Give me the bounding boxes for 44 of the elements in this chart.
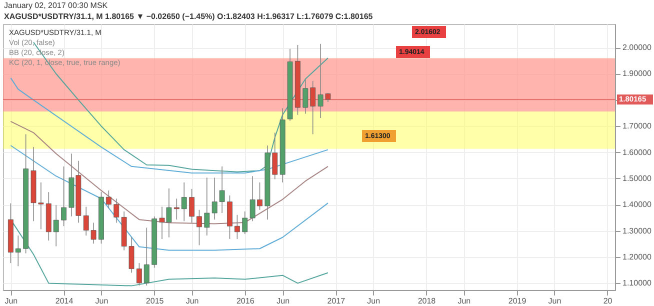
line-series — [10, 144, 328, 251]
x-tick-label: 2016 — [236, 296, 255, 306]
y-tick-label: 1.30000 — [622, 226, 652, 236]
candlestick — [242, 211, 248, 234]
x-tick-label: 2015 — [146, 296, 164, 306]
y-tick-label: 1.20000 — [622, 252, 652, 262]
line-series — [33, 42, 328, 172]
x-tick-label: 2019 — [508, 296, 527, 306]
candlestick — [196, 209, 202, 246]
x-tick-label: Jun — [367, 296, 380, 306]
text: January 02, 2017 00:30 MSK — [4, 0, 109, 11]
candlestick — [136, 262, 142, 286]
x-tick-label: Jun — [186, 296, 199, 306]
candlestick — [181, 182, 187, 222]
x-tick-label: 2018 — [418, 296, 436, 306]
x-tick-label: Jun — [548, 296, 562, 306]
candlestick — [61, 166, 66, 227]
y-tick-label: 1.40000 — [622, 200, 652, 210]
candlestick — [174, 198, 180, 220]
y-tick-label: 1.70000 — [622, 122, 652, 131]
line-series — [10, 77, 328, 174]
candlestick — [302, 79, 308, 114]
x-tick-label: 20 — [603, 296, 613, 306]
y-tick-label: 1.50000 — [622, 174, 652, 183]
y-tick-label: 1.10000 — [622, 278, 652, 288]
candlestick — [144, 227, 150, 286]
candlestick — [15, 235, 21, 267]
candlestick — [106, 190, 112, 209]
candlestick — [234, 214, 240, 240]
x-tick-label: Jun — [95, 296, 108, 306]
x-tick-label: 2014 — [55, 296, 74, 306]
y-tick-label: 1.60000 — [622, 148, 652, 157]
y-tick-label: 2.00000 — [622, 43, 652, 52]
y-tick-label: 1.90000 — [622, 69, 652, 78]
candlestick — [204, 177, 210, 236]
x-tick-label: Jun — [458, 296, 471, 306]
chart-subtitle: XAGUSD*USDTRY/31.1, M 1.80165 ▼ −0.02650 (−1.45%) O:1.82403 H:1.96317 L:1.76079 C:1.80165 — [4, 11, 374, 22]
x-tick-label: Jun — [276, 296, 290, 306]
x-tick-label: Jun — [4, 296, 18, 306]
candlestick — [53, 204, 59, 247]
candlestick — [310, 80, 316, 135]
candlestick — [189, 188, 194, 224]
candlestick — [114, 198, 120, 224]
x-tick-label: 2017 — [327, 296, 346, 306]
